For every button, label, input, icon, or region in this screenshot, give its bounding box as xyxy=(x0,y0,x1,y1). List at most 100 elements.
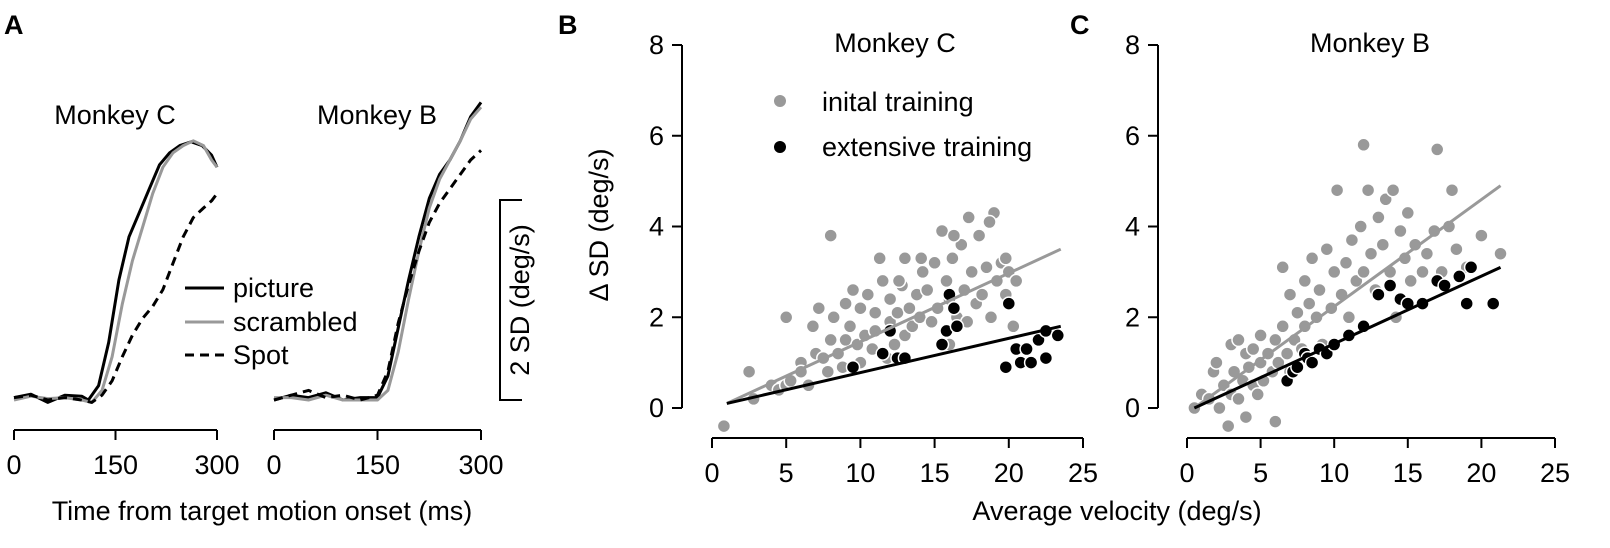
panel-b-y-tick-label: 2 xyxy=(649,302,664,332)
panel-c-point-inital-training xyxy=(1231,332,1246,348)
legend-initial-label: inital training xyxy=(822,87,974,117)
panel-b-point-inital-training xyxy=(897,251,913,266)
panel-c-point-extensive-training xyxy=(1304,355,1320,370)
panel-b-y-tick-label: 4 xyxy=(649,212,664,242)
panel-b-point-extensive-training xyxy=(1023,355,1039,370)
panel-c-point-extensive-training xyxy=(1382,278,1398,293)
panel-c-point-extensive-training xyxy=(1459,296,1474,311)
x-tick-label: 300 xyxy=(458,450,503,480)
trace-picture-monkey-c xyxy=(13,140,219,404)
panel-b-point-inital-training xyxy=(919,282,935,298)
trace-scrambled-monkey-c xyxy=(13,139,219,404)
panel-c-point-inital-training xyxy=(1449,241,1464,257)
panel-b-point-inital-training xyxy=(838,332,853,348)
panel-b-point-inital-training xyxy=(716,418,732,434)
panel-b-point-inital-training xyxy=(823,332,838,348)
panel-c-point-inital-training xyxy=(1275,260,1290,275)
trace-spot-monkey-b xyxy=(273,149,483,402)
panel-b-point-inital-training xyxy=(890,305,905,320)
panel-b-point-inital-training xyxy=(971,228,987,243)
panel-c-point-inital-training xyxy=(1415,264,1430,280)
panel-c-x-tick-label: 0 xyxy=(1179,458,1194,488)
panel-c-point-inital-training xyxy=(1353,219,1368,234)
panel-b-point-inital-training xyxy=(946,228,962,243)
panel-c-point-inital-training xyxy=(1301,296,1317,311)
panel-b-point-inital-training xyxy=(805,319,821,334)
panel-c-point-extensive-training xyxy=(1452,269,1467,284)
panel-b-point-inital-training xyxy=(860,287,876,302)
panel-label-c: C xyxy=(1070,10,1090,40)
scatter-x-label: Average velocity (deg/s) xyxy=(972,496,1261,526)
panel-c-x-tick-label: 15 xyxy=(1393,458,1423,488)
panel-c-point-inital-training xyxy=(1419,246,1435,261)
panel-a-title-monkey-c: Monkey C xyxy=(54,100,176,130)
panel-c-point-inital-training xyxy=(1209,355,1224,370)
panel-b-x-tick-label: 0 xyxy=(704,458,719,488)
panel-b-point-inital-training xyxy=(853,300,868,316)
panel-c-fit-line-extensive-training xyxy=(1193,265,1502,410)
panel-c-x-tick-label: 5 xyxy=(1253,458,1268,488)
panel-b-plot: 0 2 4 6 8 0 5 10 15 20 25 xyxy=(649,30,1098,488)
panel-c-point-inital-training xyxy=(1329,182,1345,198)
panel-c-point-inital-training xyxy=(1212,400,1227,416)
panel-b-point-inital-training xyxy=(961,210,976,225)
panel-b-point-extensive-training xyxy=(1050,328,1066,343)
panel-c-point-inital-training xyxy=(1429,142,1445,157)
panel-c-y-tick-label: 8 xyxy=(1125,30,1140,60)
panel-a-x-ticks: 0 150 300 0 150 300 xyxy=(6,430,504,480)
panel-b-x-tick-label: 5 xyxy=(779,458,794,488)
panel-b-point-inital-training xyxy=(778,310,794,325)
panel-b-point-inital-training xyxy=(924,314,939,330)
panel-b-point-extensive-training xyxy=(946,300,962,316)
panel-b-point-extensive-training xyxy=(875,346,890,361)
legend-extensive-label: extensive training xyxy=(822,132,1032,162)
panel-b-point-inital-training xyxy=(872,251,887,266)
panel-c-point-inital-training xyxy=(1371,210,1386,225)
panel-c-fit-line-inital-training xyxy=(1193,184,1502,410)
panel-c-point-inital-training xyxy=(1385,182,1401,198)
panel-c-point-inital-training xyxy=(1220,418,1236,434)
panel-b-point-inital-training xyxy=(882,291,898,307)
panel-b-point-extensive-training xyxy=(1038,350,1054,366)
panel-b-point-inital-training xyxy=(842,319,858,334)
panel-b-fit-line-extensive-training xyxy=(726,324,1062,405)
panel-c-point-inital-training xyxy=(1297,273,1313,289)
panel-b-point-inital-training xyxy=(979,260,994,275)
panel-c-point-inital-training xyxy=(1275,319,1290,334)
panel-b-point-inital-training xyxy=(823,228,838,243)
panel-c-point-inital-training xyxy=(1341,310,1357,325)
panel-b-point-inital-training xyxy=(838,296,853,311)
panel-c-point-inital-training xyxy=(1245,341,1261,357)
panel-b-point-extensive-training xyxy=(949,319,965,334)
panel-a-scale-bar: 2 SD (deg/s) xyxy=(499,199,535,401)
legend-spot-label: Spot xyxy=(233,340,289,370)
panel-b-y-tick-label: 0 xyxy=(649,393,664,423)
panel-b-point-inital-training xyxy=(939,273,954,289)
panel-a-traces xyxy=(13,101,483,404)
x-tick-label: 150 xyxy=(93,450,138,480)
panel-c-point-extensive-training xyxy=(1485,296,1501,311)
scale-bar-label: 2 SD (deg/s) xyxy=(505,224,535,376)
panel-c-point-inital-training xyxy=(1375,237,1391,252)
panel-b-point-inital-training xyxy=(974,287,990,302)
trace-scrambled-monkey-b xyxy=(274,106,483,402)
panel-c-point-inital-training xyxy=(1360,182,1376,198)
trace-picture-monkey-b xyxy=(273,101,483,402)
panel-c-point-inital-training xyxy=(1344,232,1360,248)
panel-c-point-extensive-training xyxy=(1371,287,1386,302)
panel-b-y-tick-label: 6 xyxy=(649,121,664,151)
panel-c-point-inital-training xyxy=(1356,137,1371,153)
panel-b-point-inital-training xyxy=(983,310,999,325)
panel-b-point-inital-training xyxy=(902,300,917,316)
panel-b-point-extensive-training xyxy=(1019,341,1034,357)
panel-c-point-inital-training xyxy=(1363,246,1379,261)
panel-c-point-inital-training xyxy=(1268,414,1283,429)
panel-c-point-inital-training xyxy=(1444,182,1460,198)
panel-b-point-inital-training xyxy=(998,251,1014,266)
panel-b-x-tick-label: 20 xyxy=(994,458,1024,488)
panel-c-y-tick-label: 0 xyxy=(1125,393,1140,423)
panel-c-point-inital-training xyxy=(1393,223,1408,239)
trace-spot-monkey-c xyxy=(13,192,219,404)
panel-c-point-extensive-training xyxy=(1463,260,1479,275)
